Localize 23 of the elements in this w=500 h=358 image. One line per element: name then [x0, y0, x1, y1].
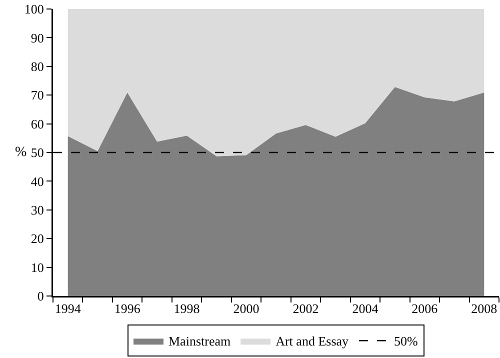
x-tick-label: 1994 — [54, 301, 82, 316]
y-tick-label: 50 — [30, 145, 44, 160]
legend-label: Mainstream — [168, 334, 231, 349]
x-tick-label: 1998 — [174, 301, 200, 316]
y-tick-label: 90 — [30, 30, 44, 46]
y-tick-label: 10 — [30, 260, 44, 275]
x-tick-label: 2000 — [233, 301, 260, 316]
y-tick-label: 40 — [30, 174, 44, 189]
x-tick-label: 2006 — [412, 301, 438, 316]
y-tick-label: 80 — [30, 58, 44, 74]
y-tick-label: 100 — [24, 2, 44, 17]
x-tick-label: 2008 — [471, 301, 498, 316]
y-tick-label: 20 — [30, 231, 44, 246]
y-tick-label: 70 — [30, 88, 44, 103]
x-tick-label: 2002 — [292, 301, 319, 316]
y-tick-label: 30 — [30, 202, 44, 218]
y-tick-label: 60 — [30, 116, 44, 132]
x-tick-label: 2004 — [352, 301, 379, 316]
legend-label: 50% — [394, 334, 418, 349]
y-tick-label: 0 — [37, 288, 44, 304]
y-axis-title: % — [15, 145, 27, 160]
legend-label: Art and Essay — [276, 334, 350, 349]
x-tick-label: 1996 — [114, 301, 141, 316]
